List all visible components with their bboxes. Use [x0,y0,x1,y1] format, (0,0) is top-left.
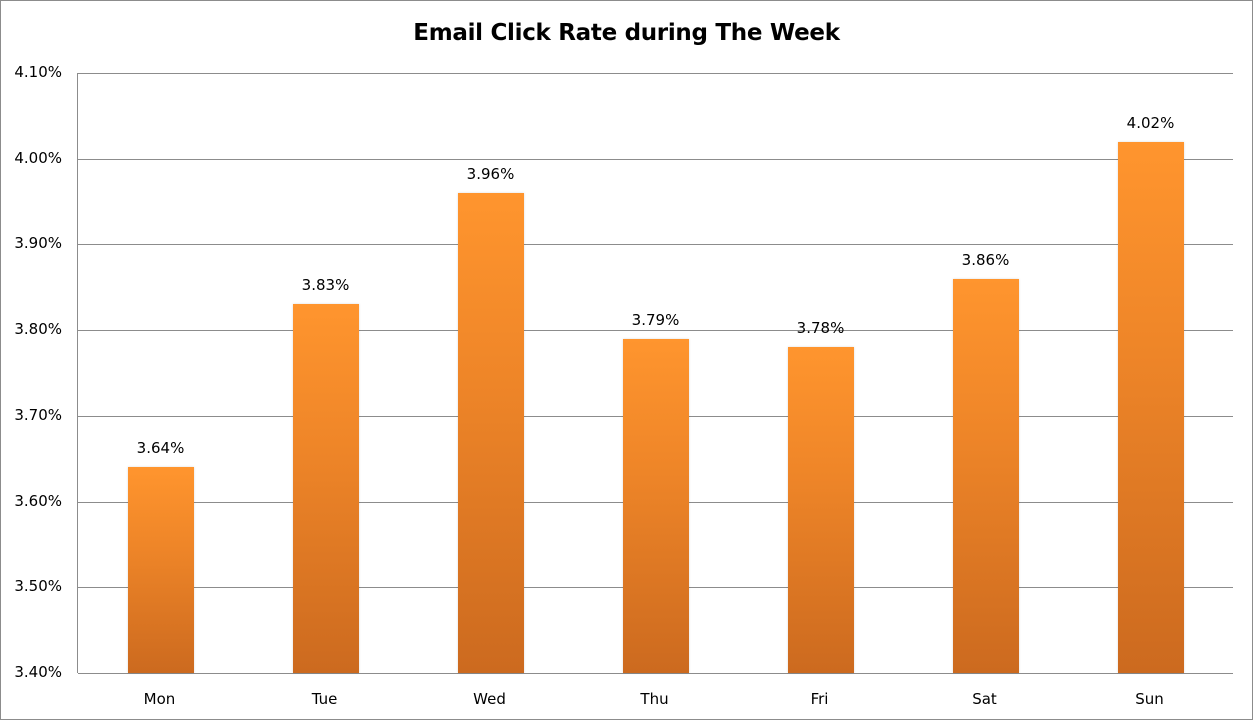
gridline [78,673,1233,674]
bar-wed [457,193,524,673]
data-label: 3.96% [466,165,515,183]
gridline [78,158,1233,160]
data-label: 3.78% [796,319,845,338]
x-tick-label: Mon [143,690,176,708]
bar-mon [127,467,194,673]
y-tick-label: 3.60% [14,491,62,510]
y-tick-label: 3.90% [14,234,62,253]
chart-title: Email Click Rate during The Week [413,20,840,46]
x-tick-label: Sun [1135,690,1164,708]
data-label: 3.79% [631,310,680,329]
x-tick-label: Tue [311,690,338,708]
data-label: 4.02% [1126,113,1175,132]
x-tick-label: Thu [640,690,669,708]
y-tick-label: 3.70% [14,405,62,424]
gridline [78,330,1233,332]
y-tick-label: 4.10% [14,63,62,81]
gridline [78,244,1233,246]
bar-tue [292,304,359,673]
y-tick-label: 3.80% [14,320,62,339]
x-tick-label: Sat [972,690,997,708]
plot-area: 3.64% 3.83% 3.96% 3.79% 3.78% 3.86% 4.02% [77,73,1233,674]
y-tick-label: 3.50% [14,577,62,596]
x-tick-label: Fri [810,690,829,708]
bar-thu [622,338,689,673]
data-label: 3.86% [961,250,1010,269]
y-tick-label: 3.40% [14,663,62,681]
bar-sun [1117,141,1184,673]
bar-fri [787,347,854,673]
data-label: 3.83% [301,276,350,295]
x-tick-label: Wed [473,690,506,708]
data-label: 3.64% [136,439,185,458]
y-tick-label: 4.00% [14,148,62,167]
bar-sat [952,278,1019,673]
gridline [78,73,1233,74]
